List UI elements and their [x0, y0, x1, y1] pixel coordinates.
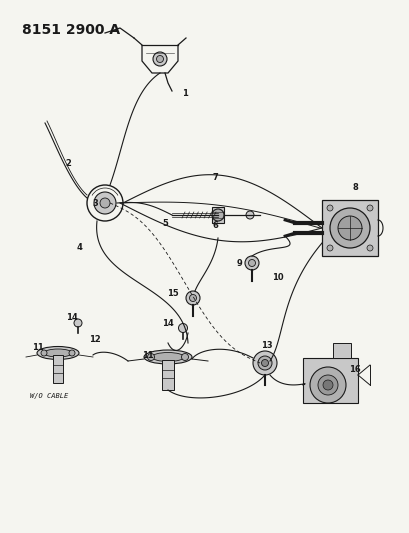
Circle shape: [309, 367, 345, 403]
Bar: [53, 355, 63, 383]
Circle shape: [245, 256, 258, 270]
Circle shape: [257, 356, 271, 370]
Circle shape: [317, 375, 337, 395]
Bar: [321, 200, 377, 256]
Circle shape: [211, 209, 223, 221]
Circle shape: [245, 211, 254, 219]
Ellipse shape: [44, 349, 72, 357]
Circle shape: [186, 291, 200, 305]
Circle shape: [94, 192, 116, 214]
Circle shape: [366, 245, 372, 251]
Bar: [302, 358, 357, 403]
Circle shape: [337, 216, 361, 240]
Circle shape: [329, 208, 369, 248]
Text: 14: 14: [162, 319, 173, 327]
Circle shape: [41, 350, 47, 356]
Bar: [162, 360, 173, 390]
Text: 4: 4: [77, 244, 83, 253]
Circle shape: [178, 324, 187, 333]
Text: 12: 12: [89, 335, 101, 344]
Text: 5: 5: [162, 219, 168, 228]
Text: 14: 14: [66, 313, 78, 322]
Text: 8151 2900 A: 8151 2900 A: [22, 23, 120, 37]
Text: 11: 11: [32, 343, 44, 352]
Text: 7: 7: [211, 174, 217, 182]
Circle shape: [153, 52, 166, 66]
Ellipse shape: [37, 346, 79, 359]
Text: 2: 2: [65, 158, 71, 167]
Circle shape: [326, 205, 332, 211]
Circle shape: [248, 260, 255, 266]
Circle shape: [156, 55, 163, 62]
Circle shape: [100, 198, 110, 208]
Text: 16: 16: [348, 366, 360, 375]
Circle shape: [261, 359, 268, 367]
Circle shape: [322, 380, 332, 390]
Ellipse shape: [152, 352, 184, 361]
Circle shape: [252, 351, 276, 375]
Text: 1: 1: [182, 88, 187, 98]
Circle shape: [69, 350, 75, 356]
Circle shape: [189, 295, 196, 302]
Text: 6: 6: [211, 221, 218, 230]
Text: 9: 9: [236, 259, 242, 268]
Circle shape: [74, 319, 82, 327]
Circle shape: [326, 245, 332, 251]
Text: 13: 13: [261, 341, 272, 350]
Text: W/O CABLE: W/O CABLE: [30, 393, 68, 399]
Circle shape: [366, 205, 372, 211]
Text: 8: 8: [351, 183, 357, 192]
Text: 15: 15: [167, 288, 178, 297]
Text: 3: 3: [92, 198, 98, 207]
Text: 11: 11: [142, 351, 153, 359]
Bar: [332, 343, 350, 358]
Circle shape: [147, 353, 154, 360]
Text: 10: 10: [272, 273, 283, 282]
Circle shape: [181, 353, 188, 360]
Bar: [211, 207, 223, 223]
Ellipse shape: [144, 350, 191, 364]
